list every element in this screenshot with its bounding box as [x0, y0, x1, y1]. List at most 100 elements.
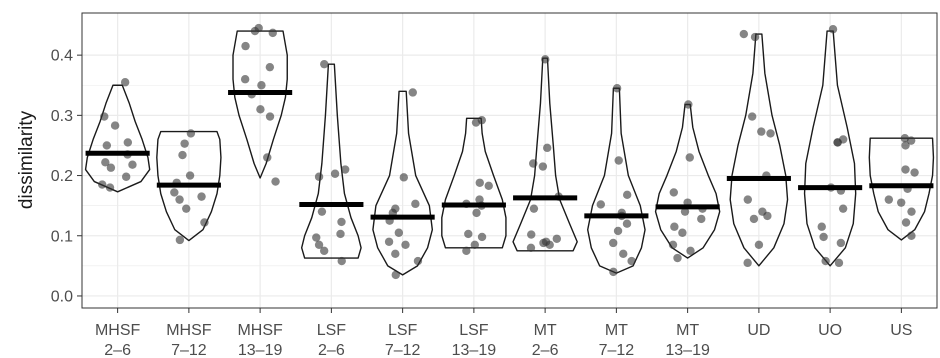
data-point — [470, 240, 480, 249]
data-point — [100, 112, 109, 121]
data-point — [901, 141, 910, 150]
data-point — [319, 246, 329, 256]
x-tick-label: UO — [818, 322, 842, 339]
data-point — [828, 25, 838, 34]
x-tick-label: MT — [676, 322, 699, 339]
data-point — [552, 234, 562, 243]
data-point — [622, 190, 632, 200]
data-point — [766, 129, 775, 138]
data-point — [754, 240, 764, 249]
y-tick-label: 0.3 — [51, 108, 73, 125]
data-point — [180, 139, 189, 148]
data-point — [838, 204, 848, 213]
data-point — [340, 165, 350, 174]
x-tick-label-line2: 2–6 — [532, 342, 559, 358]
data-point — [477, 232, 487, 242]
violin — [729, 33, 789, 267]
data-point — [314, 240, 324, 249]
data-point — [529, 204, 539, 213]
data-point — [609, 267, 618, 277]
data-point — [757, 127, 766, 136]
data-point — [472, 208, 481, 218]
x-tick-label: LSF — [388, 322, 418, 339]
x-axis: MHSF 2–6 MHSF 7–12 MHSF 13–19 LSF 2–6 LSF 7–12 LSF… — [95, 308, 912, 358]
data-point — [268, 28, 277, 38]
data-point — [678, 228, 687, 237]
y-axis: 0.0 0.1 0.2 0.3 0.4 — [51, 48, 82, 305]
data-point — [596, 200, 605, 209]
data-point — [619, 249, 628, 259]
data-point — [817, 222, 826, 231]
data-point — [686, 246, 695, 256]
x-tick-label-line2: 13–19 — [238, 342, 283, 358]
y-tick-label: 0.0 — [51, 288, 73, 305]
data-point — [257, 81, 266, 90]
data-point — [529, 159, 538, 168]
data-point — [900, 134, 910, 143]
data-point — [200, 218, 209, 227]
data-point — [175, 235, 185, 245]
data-point — [747, 112, 757, 121]
data-point — [265, 112, 275, 121]
data-point — [240, 75, 250, 84]
x-tick-label-line2: 7–12 — [599, 342, 635, 358]
data-point — [697, 214, 706, 224]
data-point — [384, 237, 394, 246]
data-point — [320, 59, 329, 69]
x-tick-label-line2: 2–6 — [104, 342, 131, 358]
data-point — [462, 246, 471, 256]
data-point — [170, 188, 179, 197]
data-point — [314, 172, 324, 181]
data-point — [910, 168, 919, 177]
data-point — [613, 226, 623, 236]
data-point — [182, 204, 191, 213]
data-point — [750, 32, 760, 42]
data-point — [102, 141, 112, 150]
data-point — [411, 199, 420, 209]
data-point — [684, 100, 693, 109]
data-point — [545, 240, 554, 249]
data-point — [337, 256, 346, 266]
data-point — [399, 173, 409, 182]
data-point — [543, 143, 552, 153]
data-point — [685, 153, 694, 162]
data-point — [186, 129, 196, 138]
x-tick-label-line2: 2–6 — [318, 342, 345, 358]
x-tick-label: MT — [534, 322, 557, 339]
data-point — [896, 198, 906, 207]
data-point — [627, 256, 636, 266]
data-point — [907, 231, 916, 240]
data-point — [408, 88, 417, 97]
data-point — [263, 153, 272, 162]
x-tick-label-line2: 13–19 — [452, 342, 497, 358]
data-point — [763, 211, 772, 221]
y-axis-title: dissimilarity — [16, 110, 37, 209]
data-point — [337, 217, 346, 227]
data-point — [250, 26, 260, 36]
x-tick-label: MHSF — [166, 322, 212, 339]
x-tick-label: MHSF — [95, 322, 141, 339]
data-point — [330, 169, 340, 178]
data-point — [123, 138, 133, 147]
data-point — [128, 160, 137, 169]
data-point — [670, 222, 679, 231]
data-point — [538, 162, 548, 171]
data-point — [614, 156, 623, 165]
data-point — [907, 207, 916, 216]
violin — [372, 90, 434, 276]
data-point — [668, 240, 678, 249]
data-point — [484, 181, 493, 190]
data-point — [175, 195, 184, 204]
data-point — [401, 240, 410, 249]
y-tick-label: 0.2 — [51, 168, 73, 185]
data-point — [526, 243, 536, 252]
data-point — [680, 207, 690, 216]
data-point — [391, 249, 400, 259]
y-tick-label: 0.4 — [51, 48, 73, 65]
data-point — [612, 84, 622, 93]
data-point — [391, 270, 400, 280]
data-point — [120, 78, 130, 87]
data-point — [739, 29, 749, 39]
x-tick-label-line2: 13–19 — [665, 342, 710, 358]
panel-background — [82, 13, 937, 308]
